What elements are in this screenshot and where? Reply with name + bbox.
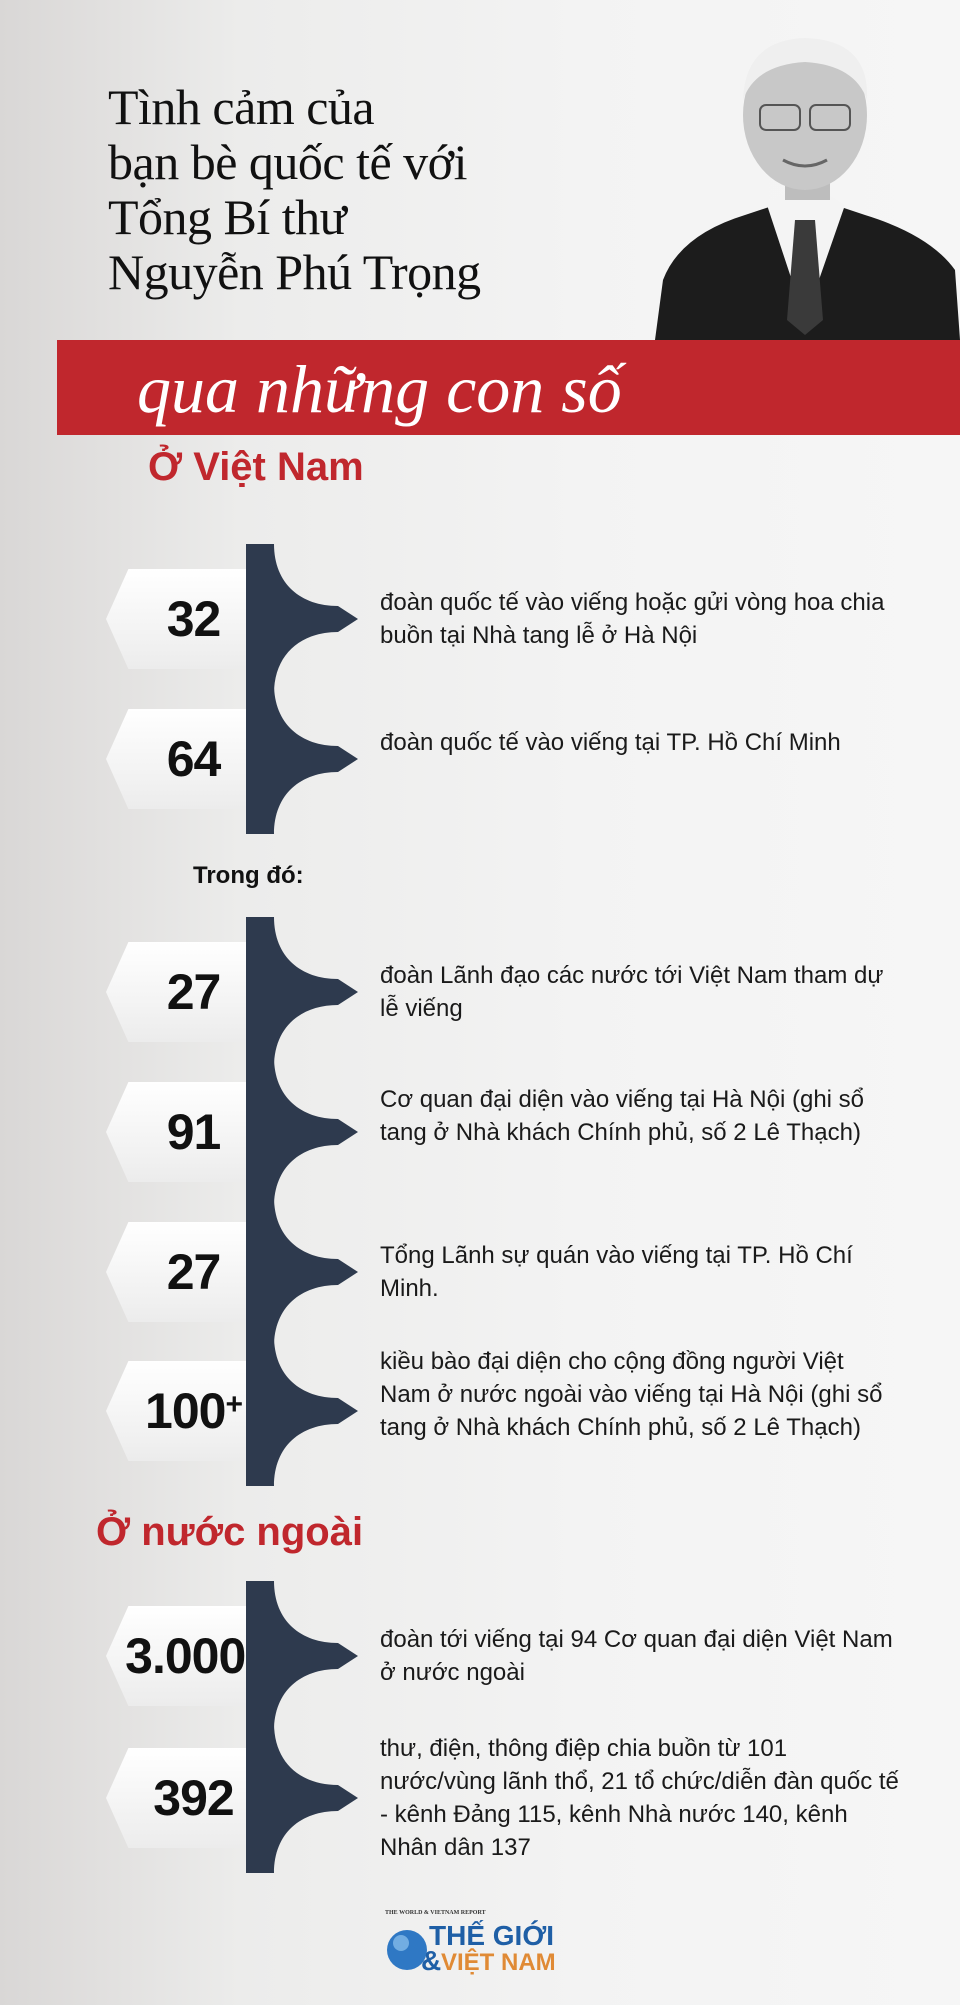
stat-description: đoàn quốc tế vào viếng hoặc gửi vòng hoa… <box>380 589 885 649</box>
stat-description: kiều bào đại diện cho cộng đồng người Vi… <box>380 1348 883 1441</box>
svg-text:&: & <box>421 1945 441 1976</box>
stat-value: 91 <box>106 1082 281 1182</box>
section-abroad: Ở nước ngoài <box>96 1510 364 1554</box>
number-badge <box>106 942 266 1042</box>
stat-row: 3.000+ đoàn tới viếng tại 94 Cơ quan đại… <box>0 1581 960 1731</box>
subtitle-banner: qua những con số <box>57 340 960 435</box>
svg-text:THE WORLD & VIETNAM REPORT: THE WORLD & VIETNAM REPORT <box>385 1910 486 1916</box>
stat-description: đoàn Lãnh đạo các nước tới Việt Nam tham… <box>380 962 884 1022</box>
stat-number: 64 <box>166 731 222 787</box>
brace-arrow-icon <box>246 1581 358 1731</box>
stat-row: 32 đoàn quốc tế vào viếng hoặc gửi vòng … <box>0 544 960 694</box>
plus-sign: + <box>225 1388 243 1421</box>
brace-arrow-icon <box>246 1336 358 1486</box>
subheading-among: Trong đó: <box>193 862 304 889</box>
stat-number: 100 <box>145 1383 226 1439</box>
headline-line: Nguyễn Phú Trọng <box>108 244 481 300</box>
stat-description: Cơ quan đại diện vào viếng tại Hà Nội (g… <box>380 1085 865 1146</box>
stat-row: 27 đoàn Lãnh đạo các nước tới Việt Nam t… <box>0 917 960 1067</box>
banner-text: qua những con số <box>137 351 622 427</box>
brace-arrow-icon <box>246 1197 358 1347</box>
stat-number: 32 <box>166 591 222 647</box>
number-badge <box>106 1222 266 1322</box>
stat-description: đoàn quốc tế vào viếng tại TP. Hồ Chí Mi… <box>380 729 841 756</box>
section-vietnam: Ở Việt Nam <box>148 445 364 489</box>
svg-text:VIỆT NAM: VIỆT NAM <box>441 1948 556 1976</box>
number-badge <box>106 1361 266 1461</box>
stat-value: 100 + <box>106 1361 281 1461</box>
stat-value: 32 <box>106 569 281 669</box>
number-badge <box>106 1748 266 1848</box>
stat-description: Tổng Lãnh sự quán vào viếng tại TP. Hồ C… <box>380 1242 853 1302</box>
brace-arrow-icon <box>246 1057 358 1207</box>
stat-description: thư, điện, thông điệp chia buồn từ 101 n… <box>380 1735 899 1861</box>
stat-row: 100 + kiều bào đại diện cho cộng đồng ngư… <box>0 1336 960 1486</box>
stat-row: 91 Cơ quan đại diện vào viếng tại Hà Nội… <box>0 1057 960 1207</box>
brace-arrow-icon <box>246 1723 358 1873</box>
stat-value: 392 <box>106 1748 281 1848</box>
stat-value: 27 <box>106 1222 281 1322</box>
brace-arrow-icon <box>246 917 358 1067</box>
stat-number: 27 <box>166 1244 222 1300</box>
brace-arrow-icon <box>246 684 358 834</box>
stat-row: 64 đoàn quốc tế vào viếng tại TP. Hồ Chí… <box>0 684 960 834</box>
headline: Tình cảm của bạn bè quốc tế với Tổng Bí … <box>108 80 481 300</box>
headline-line: bạn bè quốc tế với <box>108 134 467 190</box>
brace-arrow-icon <box>246 544 358 694</box>
number-badge <box>106 709 266 809</box>
stat-number: 27 <box>166 964 222 1020</box>
stat-value: 64 <box>106 709 281 809</box>
the-gioi-viet-nam-logo: THE WORLD & VIETNAM REPORT THẾ GIỚI & VI… <box>385 1910 556 1976</box>
number-badge <box>106 1606 266 1706</box>
stat-row: 27 Tổng Lãnh sự quán vào viếng tại TP. H… <box>0 1197 960 1347</box>
portrait-photo <box>655 38 960 340</box>
number-badge <box>106 1082 266 1182</box>
stat-value: 27 <box>106 942 281 1042</box>
stat-description: đoàn tới viếng tại 94 Cơ quan đại diện V… <box>380 1626 893 1686</box>
number-badge <box>106 569 266 669</box>
svg-text:THẾ GIỚI: THẾ GIỚI <box>429 1920 554 1951</box>
headline-line: Tổng Bí thư <box>108 189 347 245</box>
stat-number: 392 <box>153 1770 234 1826</box>
headline-line: Tình cảm của <box>108 79 375 135</box>
stat-row: 392 thư, điện, thông điệp chia buồn từ 1… <box>0 1723 960 1873</box>
stat-number: 3.000 <box>125 1628 246 1684</box>
stat-number: 91 <box>166 1104 222 1160</box>
